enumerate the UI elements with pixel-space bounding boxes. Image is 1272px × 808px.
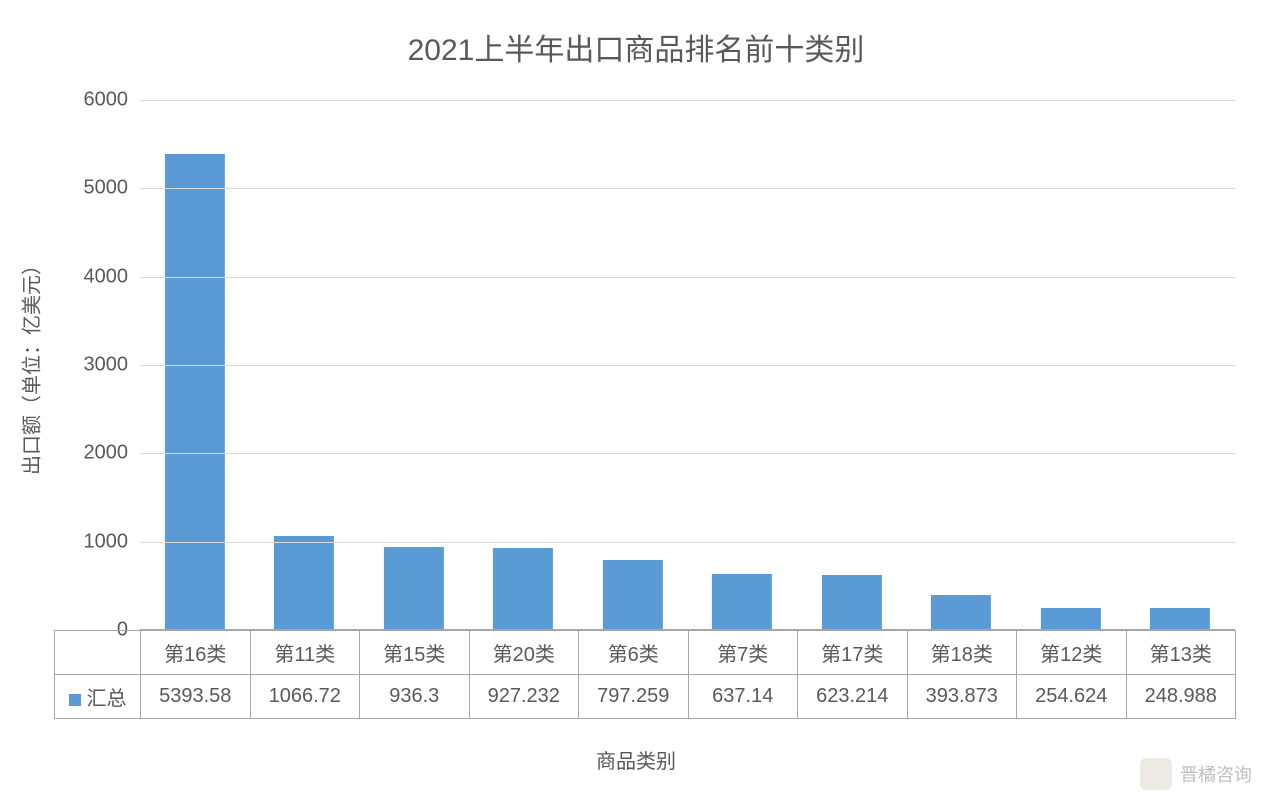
category-cell: 第12类 (1017, 631, 1127, 675)
x-axis-label: 商品类别 (0, 745, 1272, 774)
gridline (140, 188, 1235, 189)
legend-swatch-icon (69, 694, 81, 706)
category-cell: 第11类 (250, 631, 360, 675)
category-cell: 第20类 (469, 631, 579, 675)
bar (822, 575, 882, 630)
watermark: 晋橘咨询 (1140, 758, 1252, 790)
chart-container: 2021上半年出口商品排名前十类别 出口额（单位：亿美元） 0100020003… (0, 0, 1272, 808)
category-cell: 第15类 (360, 631, 470, 675)
bar (1041, 608, 1101, 630)
gridline (140, 365, 1235, 366)
plot-area: 0100020003000400050006000 (140, 100, 1235, 630)
bar (1150, 608, 1210, 630)
chart-title: 2021上半年出口商品排名前十类别 (0, 25, 1272, 69)
value-cell: 927.232 (469, 675, 579, 719)
gridline (140, 542, 1235, 543)
category-cell: 第13类 (1126, 631, 1236, 675)
legend-cell: 汇总 (55, 675, 141, 719)
bar (384, 547, 444, 630)
legend-label: 汇总 (87, 688, 127, 710)
category-cell: 第17类 (798, 631, 908, 675)
category-cell: 第16类 (141, 631, 251, 675)
table-row: 汇总 5393.581066.72936.3927.232797.259637.… (55, 675, 1236, 719)
table-header-blank (55, 631, 141, 675)
category-cell: 第6类 (579, 631, 689, 675)
y-tick-label: 5000 (84, 177, 129, 200)
y-tick-label: 1000 (84, 530, 129, 553)
bar (493, 548, 553, 630)
value-cell: 248.988 (1126, 675, 1236, 719)
y-tick-label: 6000 (84, 89, 129, 112)
value-cell: 623.214 (798, 675, 908, 719)
value-cell: 254.624 (1017, 675, 1127, 719)
bar (712, 574, 772, 630)
bar (931, 595, 991, 630)
gridline (140, 453, 1235, 454)
y-axis-label: 出口额（单位：亿美元） (16, 255, 45, 475)
value-cell: 936.3 (360, 675, 470, 719)
bar (603, 560, 663, 630)
gridline (140, 100, 1235, 101)
value-cell: 1066.72 (250, 675, 360, 719)
data-table: 第16类第11类第15类第20类第6类第7类第17类第18类第12类第13类 汇… (54, 630, 1236, 719)
bar (165, 154, 225, 630)
table-row: 第16类第11类第15类第20类第6类第7类第17类第18类第12类第13类 (55, 631, 1236, 675)
value-cell: 637.14 (688, 675, 798, 719)
value-cell: 797.259 (579, 675, 689, 719)
watermark-text: 晋橘咨询 (1180, 761, 1252, 787)
category-cell: 第7类 (688, 631, 798, 675)
watermark-icon (1140, 758, 1172, 790)
gridline (140, 277, 1235, 278)
category-cell: 第18类 (907, 631, 1017, 675)
y-tick-label: 2000 (84, 442, 129, 465)
value-cell: 5393.58 (141, 675, 251, 719)
value-cell: 393.873 (907, 675, 1017, 719)
bar (274, 536, 334, 630)
y-tick-label: 4000 (84, 265, 129, 288)
y-tick-label: 3000 (84, 354, 129, 377)
